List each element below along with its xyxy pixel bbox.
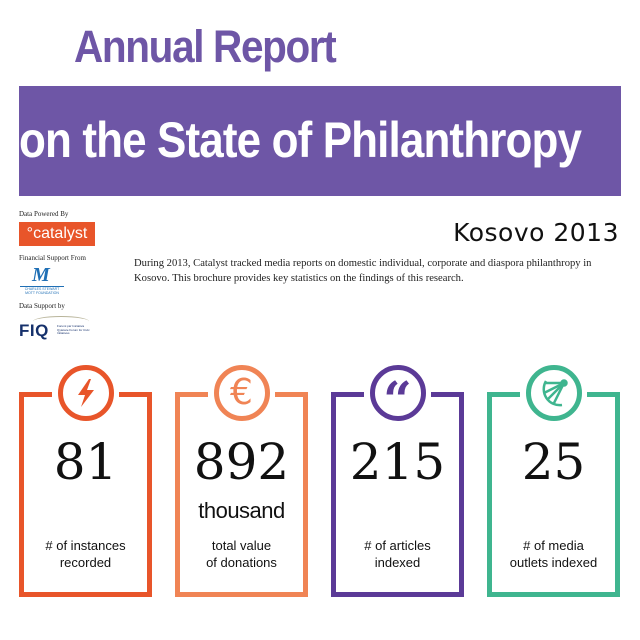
euro-icon: € [213, 365, 270, 421]
fiq-text: FIQ [19, 321, 49, 340]
stat-unit: thousand [198, 498, 285, 523]
mott-foundation-logo: M CHARLES STEWART MOTT FOUNDATION [20, 264, 64, 296]
satellite-dish-icon [525, 365, 582, 421]
stat-value: 81 [53, 433, 118, 491]
lightning-icon [57, 365, 114, 421]
data-support-label: Data Support by [19, 302, 65, 310]
title-banner: on the State of Philanthropy [19, 86, 621, 196]
stat-value: 215 [349, 433, 446, 491]
fiq-logo: FIQ Forumi për Iniciativa Qytetare Forum… [19, 316, 99, 342]
stat-card-donations: € 892 thousand total value of donations [175, 365, 308, 597]
mott-letter: M [32, 264, 50, 286]
report-title: Annual Report [74, 21, 337, 72]
mott-text: CHARLES STEWART MOTT FOUNDATION [20, 286, 64, 295]
fiq-arc [33, 316, 89, 327]
region-year-heading: Kosovo 2013 [453, 218, 619, 247]
quote-icon: “ [369, 365, 426, 425]
catalyst-logo: °catalyst [19, 222, 95, 246]
stat-card-instances: 81 # of instances recorded [19, 365, 152, 597]
stat-label: # of instances recorded [45, 538, 126, 570]
data-powered-label: Data Powered By [19, 210, 69, 218]
stat-card-articles: “ 215 # of articles indexed [331, 365, 464, 597]
stat-value: 892 [193, 433, 290, 491]
stat-label: # of media outlets indexed [509, 538, 598, 570]
stat-card-media-outlets: 25 # of media outlets indexed [487, 365, 620, 597]
fiq-subtext: Forumi për Iniciativa Qytetare Forum for… [57, 324, 90, 335]
intro-paragraph: During 2013, Catalyst tracked media repo… [134, 258, 592, 284]
banner-text: on the State of Philanthropy [19, 112, 582, 168]
stat-value: 25 [521, 433, 586, 491]
stat-label: total value of donations [206, 538, 277, 570]
financial-support-label: Financial Support From [19, 254, 86, 262]
stat-label: # of articles indexed [364, 538, 431, 570]
